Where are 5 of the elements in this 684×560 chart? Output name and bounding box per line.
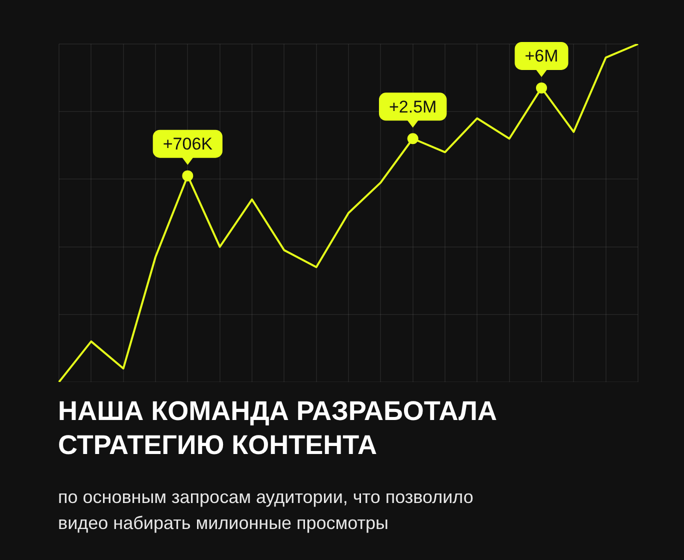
text: по основным запросам аудитории, что позволило видео набирать милионные просмотры bbox=[58, 486, 474, 535]
text: НАША КОМАНДА РАЗРАБОТАЛА СТРАТЕГИЮ КОНТЕНТА bbox=[58, 395, 498, 462]
annotation: +2.5M bbox=[388, 97, 437, 116]
annotation: +6M bbox=[524, 46, 558, 66]
annotation: +706K bbox=[162, 134, 214, 154]
